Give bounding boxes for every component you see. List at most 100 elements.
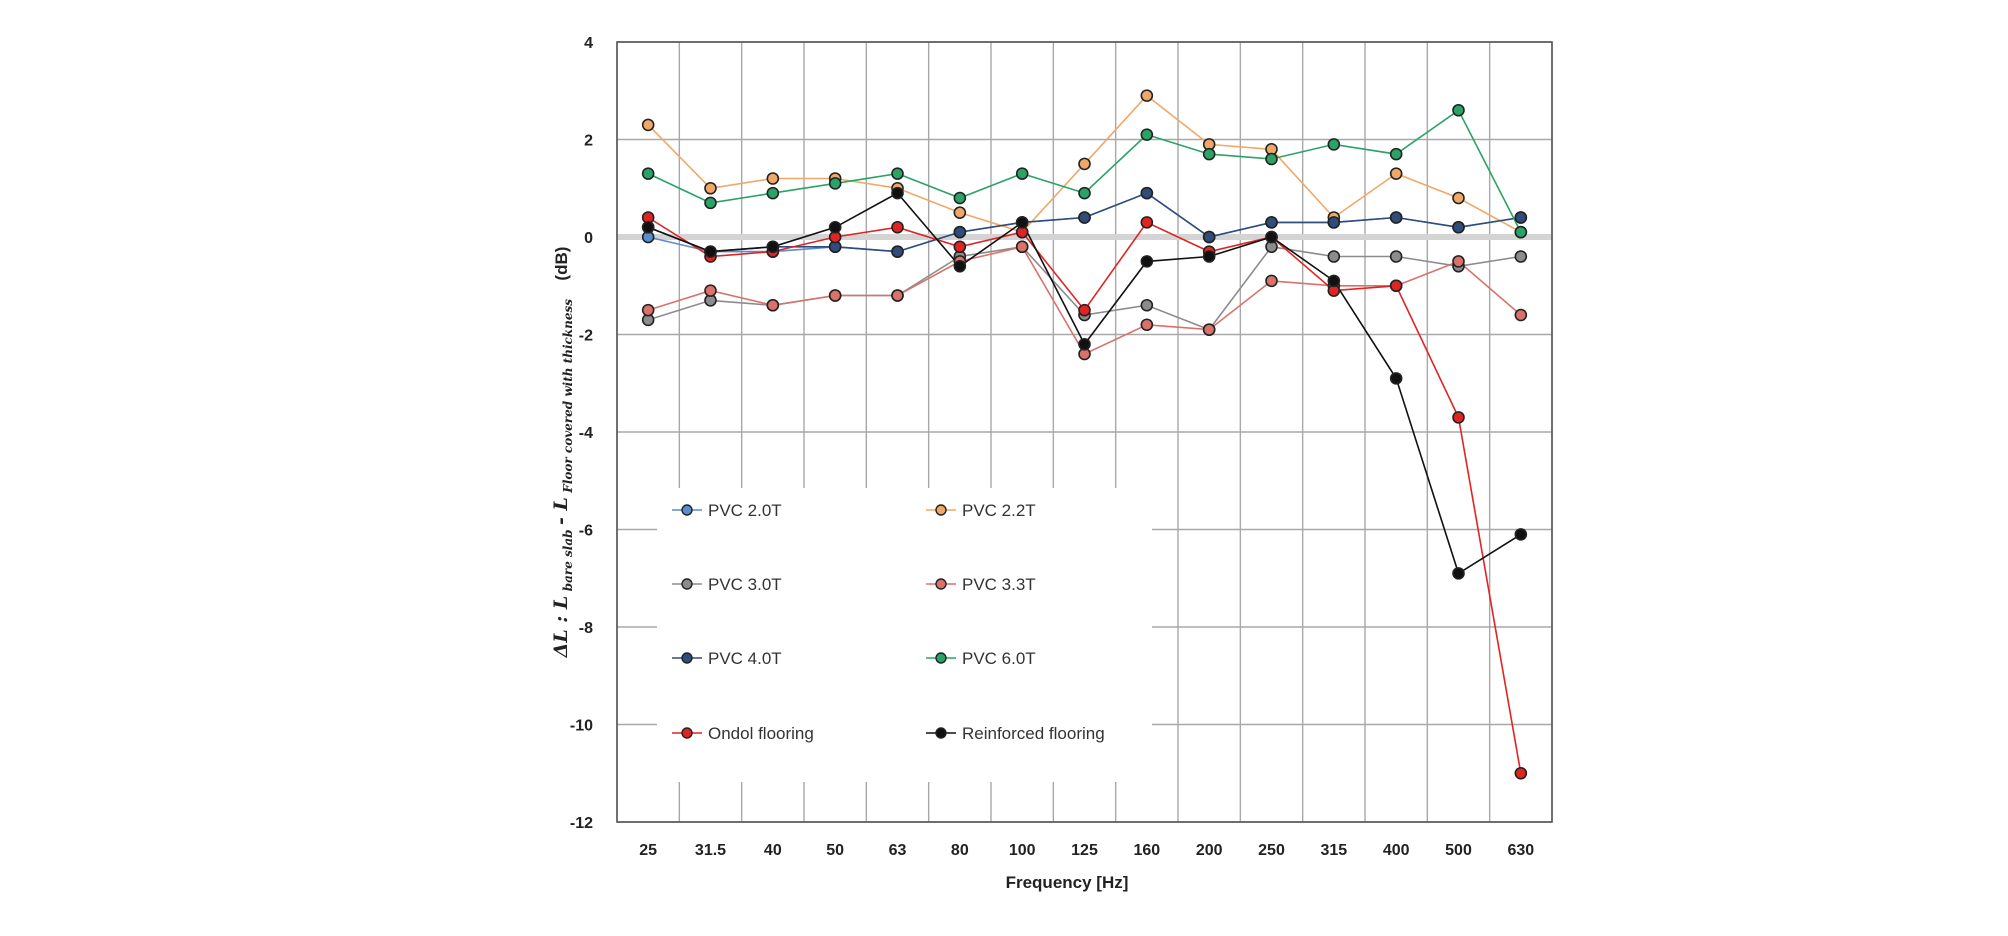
data-point: [1389, 372, 1403, 385]
legend-label: Ondol flooring: [708, 724, 814, 743]
data-point: [1078, 211, 1091, 224]
legend-marker: [935, 652, 947, 664]
data-point: [641, 220, 655, 234]
data-point: [828, 289, 842, 302]
data-point: [828, 177, 842, 190]
data-point: [1078, 157, 1091, 171]
data-point: [1452, 191, 1465, 205]
y-axis-title: ΔL : L bare slab - L Floor covered with …: [550, 247, 575, 659]
legend-label: PVC 2.0T: [708, 501, 782, 520]
data-point: [1452, 103, 1465, 117]
tick-labels: 25 31.5 40 50 63 80 100 125 160 200 250 315 400 500 63…: [570, 35, 1534, 859]
legend-marker: [681, 727, 693, 739]
data-point: [1140, 89, 1154, 102]
data-point: [891, 186, 904, 200]
x-tick-label: 50: [826, 842, 844, 859]
data-point: [1452, 567, 1465, 580]
x-tick-label: 31.5: [695, 842, 726, 859]
plot-frame: [616, 41, 1553, 823]
data-point: [641, 118, 655, 132]
data-point: [1140, 128, 1154, 141]
data-point: [1452, 411, 1465, 424]
data-point: [1514, 250, 1528, 263]
legend-item: PVC 3.0T: [672, 575, 782, 594]
data-point: [1202, 250, 1216, 263]
data-point: [1514, 528, 1528, 541]
data-point: [891, 167, 904, 180]
data-point: [953, 259, 967, 273]
data-point: [1078, 303, 1091, 317]
data-point: [704, 245, 717, 258]
y-axis-title-sub1: bare slab: [561, 529, 575, 591]
data-point: [1389, 279, 1403, 293]
legend-marker: [935, 727, 947, 739]
data-point: [828, 220, 842, 234]
data-point: [891, 245, 904, 258]
data-point: [1265, 152, 1278, 166]
data-point: [766, 186, 780, 200]
y-axis-title-middle: - L: [550, 497, 572, 525]
data-point: [1265, 216, 1278, 229]
data-point: [1078, 186, 1091, 200]
legend-label: PVC 3.0T: [708, 575, 782, 594]
legend-label: PVC 2.2T: [962, 501, 1036, 520]
data-point: [953, 191, 967, 205]
x-tick-label: 630: [1507, 842, 1534, 859]
x-tick-label: 80: [951, 842, 969, 859]
x-tick-label: 63: [889, 842, 907, 859]
data-point: [1514, 211, 1528, 224]
y-tick-label: 0: [584, 230, 593, 247]
legend-item: Ondol flooring: [672, 724, 814, 743]
data-point: [1514, 225, 1528, 239]
y-tick-label: 4: [584, 35, 593, 52]
data-point: [1389, 167, 1403, 180]
data-point: [953, 240, 967, 254]
data-point: [891, 220, 904, 234]
legend-marker: [681, 504, 693, 516]
legend-label: PVC 3.3T: [962, 575, 1036, 594]
data-point: [1015, 167, 1029, 180]
legend-marker: [681, 578, 693, 590]
data-point: [766, 298, 780, 312]
x-tick-label: 160: [1133, 842, 1160, 859]
legend-item: PVC 2.0T: [672, 501, 782, 520]
data-points: [641, 89, 1528, 780]
grid-lines: [616, 41, 1553, 823]
data-point: [1140, 216, 1154, 229]
data-point: [1015, 240, 1029, 254]
y-tick-label: -2: [579, 328, 593, 345]
data-point: [766, 240, 780, 254]
x-tick-label: 250: [1258, 842, 1285, 859]
data-point: [704, 284, 717, 297]
data-point: [1327, 138, 1341, 151]
data-point: [704, 181, 717, 195]
x-tick-label: 25: [639, 842, 657, 859]
data-point: [1202, 147, 1216, 161]
data-point: [891, 289, 904, 302]
legend-item: PVC 2.2T: [926, 501, 1036, 520]
legend: PVC 2.0T PVC 2.2T PVC 3.0T PVC 3.3T PVC 4.0T…: [657, 488, 1152, 782]
data-point: [953, 206, 967, 219]
x-tick-label: 40: [764, 842, 782, 859]
y-axis-title-sub2: Floor covered with thickness: [561, 299, 575, 494]
y-tick-label: -10: [570, 718, 593, 735]
y-tick-label: -8: [579, 620, 593, 637]
data-point: [1327, 274, 1341, 288]
data-point: [641, 167, 655, 180]
data-point: [1140, 186, 1154, 200]
data-point: [1389, 211, 1403, 224]
x-tick-label: 100: [1009, 842, 1036, 859]
data-point: [1015, 216, 1029, 229]
data-point: [704, 196, 717, 210]
data-point: [953, 225, 967, 239]
data-point: [1140, 298, 1154, 312]
data-point: [1078, 337, 1091, 351]
y-axis-title-unit: (dB): [552, 247, 571, 281]
data-point: [1265, 230, 1278, 244]
data-point: [1452, 255, 1465, 268]
x-tick-label: 200: [1196, 842, 1223, 859]
x-tick-label: 315: [1320, 842, 1347, 859]
x-tick-label: 125: [1071, 842, 1098, 859]
series-line: [647, 245, 1522, 356]
